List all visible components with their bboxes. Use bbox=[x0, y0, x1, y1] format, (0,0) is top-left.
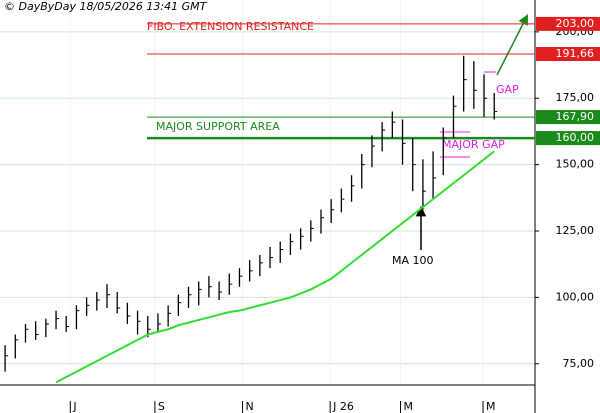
x-tick-label: S bbox=[158, 400, 165, 413]
annotation: FIBO. EXTENSION RESISTANCE bbox=[147, 20, 314, 33]
level-box bbox=[536, 16, 600, 31]
y-tick-label: 150,00 bbox=[556, 158, 595, 171]
annotation: GAP bbox=[496, 83, 519, 96]
x-tick-label: J 26 bbox=[332, 400, 354, 413]
annotation: MAJOR GAP bbox=[442, 138, 505, 151]
level-label: 167,90 bbox=[556, 110, 595, 123]
level-label: 160,00 bbox=[556, 131, 595, 144]
y-tick-label: 175,00 bbox=[556, 91, 595, 104]
y-tick-label: 75,00 bbox=[563, 357, 595, 370]
y-tick-label: 100,00 bbox=[556, 290, 595, 303]
level-box bbox=[536, 131, 600, 146]
target-arrow bbox=[496, 14, 528, 76]
level-label: 203,00 bbox=[556, 17, 595, 30]
level-label: 191,66 bbox=[556, 47, 595, 60]
ma-label: MA 100 bbox=[392, 254, 434, 267]
ma-line bbox=[55, 150, 495, 384]
x-tick-label: M bbox=[403, 400, 413, 413]
chart-title: © DayByDay 18/05/2026 13:41 GMT bbox=[4, 0, 208, 13]
level-box bbox=[536, 110, 600, 125]
x-tick-label: N bbox=[246, 400, 254, 413]
annotation: MAJOR SUPPORT AREA bbox=[156, 120, 280, 133]
x-tick-label: M bbox=[486, 400, 496, 413]
x-tick-label: J bbox=[72, 400, 76, 413]
level-box bbox=[536, 47, 600, 62]
y-tick-label: 125,00 bbox=[556, 224, 595, 237]
